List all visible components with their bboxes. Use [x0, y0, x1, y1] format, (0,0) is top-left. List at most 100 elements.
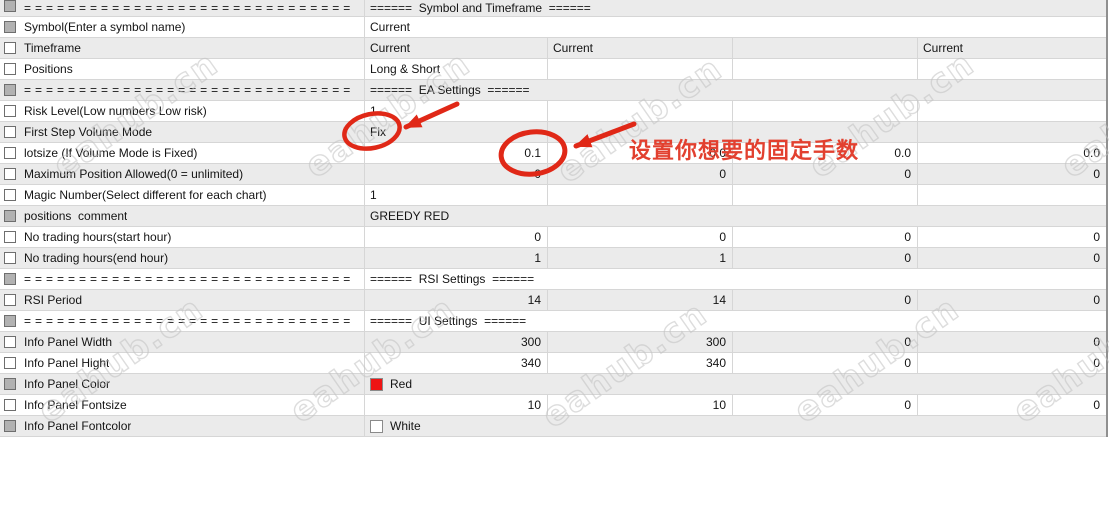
param-value-cell[interactable]: 0 [365, 227, 548, 247]
row-checkbox[interactable] [4, 0, 16, 12]
param-value-cell[interactable]: Current [918, 38, 1106, 58]
param-value-cell[interactable]: 1 [365, 185, 548, 205]
param-row: Info Panel Width 300 300 0 0 [0, 332, 1106, 353]
param-value-cell[interactable]: 0 [733, 395, 918, 415]
param-value-cell[interactable]: 0 [733, 227, 918, 247]
param-value-cell[interactable] [548, 185, 733, 205]
param-value-cell[interactable]: 340 [365, 353, 548, 373]
row-checkbox[interactable] [4, 63, 16, 75]
param-value-cell[interactable]: 0 [918, 332, 1106, 352]
param-label: Maximum Position Allowed(0 = unlimited) [24, 167, 244, 181]
param-value-cell[interactable] [733, 101, 918, 121]
param-value-cell[interactable]: 0 [548, 227, 733, 247]
row-checkbox[interactable] [4, 189, 16, 201]
param-value-cell[interactable]: 1 [365, 101, 548, 121]
param-value-text: 10 [712, 398, 726, 412]
row-checkbox[interactable] [4, 315, 16, 327]
row-checkbox[interactable] [4, 126, 16, 138]
row-checkbox[interactable] [4, 21, 16, 33]
param-value-cell[interactable]: 0 [918, 290, 1106, 310]
param-value-cell[interactable]: 0.0 [918, 143, 1106, 163]
row-checkbox[interactable] [4, 210, 16, 222]
param-value-cell[interactable]: 0 [733, 332, 918, 352]
param-value-cell[interactable] [733, 185, 918, 205]
param-value-cell[interactable] [733, 59, 918, 79]
row-checkbox[interactable] [4, 336, 16, 348]
param-row: Maximum Position Allowed(0 = unlimited) 0… [0, 164, 1106, 185]
row-checkbox[interactable] [4, 147, 16, 159]
row-checkbox[interactable] [4, 399, 16, 411]
param-value-cell[interactable]: 14 [548, 290, 733, 310]
param-value-text: 0 [534, 230, 541, 244]
row-checkbox[interactable] [4, 378, 16, 390]
param-value-cell[interactable]: White [365, 416, 1106, 436]
param-value-cell[interactable]: 0 [733, 164, 918, 184]
param-value-cell[interactable]: 300 [365, 332, 548, 352]
param-value-cell[interactable]: 0 [918, 353, 1106, 373]
param-value-cell[interactable]: Fix [365, 122, 548, 142]
param-value-cell[interactable]: 10 [548, 395, 733, 415]
param-value-cell[interactable]: 1 [365, 248, 548, 268]
param-value-cell[interactable]: 14 [365, 290, 548, 310]
param-value-cell[interactable]: 0.1 [365, 143, 548, 163]
param-value-text: Fix [370, 125, 386, 139]
param-value-cell[interactable]: 340 [548, 353, 733, 373]
row-checkbox[interactable] [4, 231, 16, 243]
param-value-cell[interactable]: 300 [548, 332, 733, 352]
param-value-cell[interactable] [733, 122, 918, 142]
row-checkbox[interactable] [4, 42, 16, 54]
param-value-cell[interactable]: 0 [918, 248, 1106, 268]
param-value-cell[interactable]: 0 [733, 290, 918, 310]
param-value-cell[interactable]: ====== EA Settings ====== [365, 80, 1106, 100]
param-label-cell: ============================== [0, 269, 365, 289]
param-values: 1 1 0 0 [365, 248, 1106, 268]
param-value-cell[interactable]: 0.0 [548, 143, 733, 163]
param-value-cell[interactable]: 10 [365, 395, 548, 415]
row-checkbox[interactable] [4, 273, 16, 285]
param-value-cell[interactable]: 0.0 [733, 143, 918, 163]
param-value-cell[interactable]: Current [365, 38, 548, 58]
row-checkbox[interactable] [4, 168, 16, 180]
param-value-cell[interactable]: Long & Short [365, 59, 548, 79]
param-values: Red [365, 374, 1106, 394]
param-value-cell[interactable]: 0 [733, 353, 918, 373]
param-value-cell[interactable]: 0 [733, 248, 918, 268]
param-label: ============================== [24, 83, 355, 97]
param-value-cell[interactable] [918, 101, 1106, 121]
param-value-cell[interactable]: Red [365, 374, 1106, 394]
param-label-cell: ============================== [0, 311, 365, 331]
row-checkbox[interactable] [4, 357, 16, 369]
param-label-cell: Info Panel Hight [0, 353, 365, 373]
param-row: lotsize (If Volume Mode is Fixed) 0.1 0.0 0… [0, 143, 1106, 164]
param-value-cell[interactable]: ====== UI Settings ====== [365, 311, 1106, 331]
row-checkbox[interactable] [4, 105, 16, 117]
param-value-text: ====== UI Settings ====== [370, 314, 527, 328]
param-value-cell[interactable] [733, 38, 918, 58]
param-value-cell[interactable]: 0 [365, 164, 548, 184]
param-value-cell[interactable] [918, 185, 1106, 205]
param-value-cell[interactable] [918, 59, 1106, 79]
param-value-cell[interactable]: 0 [918, 395, 1106, 415]
color-swatch [370, 377, 383, 391]
row-checkbox[interactable] [4, 252, 16, 264]
param-value-cell[interactable] [548, 59, 733, 79]
row-checkbox[interactable] [4, 420, 16, 432]
param-value-cell[interactable]: Current [548, 38, 733, 58]
row-checkbox[interactable] [4, 84, 16, 96]
param-values: 1 [365, 185, 1106, 205]
param-label: Info Panel Fontsize [24, 398, 127, 412]
param-value-cell[interactable]: 0 [548, 164, 733, 184]
param-value-cell[interactable]: GREEDY RED [365, 206, 1106, 226]
param-value-cell[interactable] [548, 122, 733, 142]
param-value-cell[interactable]: Current [365, 17, 1106, 37]
param-value-cell[interactable]: ====== Symbol and Timeframe ====== [365, 0, 1106, 16]
param-value-cell[interactable] [918, 122, 1106, 142]
param-value-cell[interactable]: 0 [918, 227, 1106, 247]
param-value-cell[interactable] [548, 101, 733, 121]
param-value-text: ====== Symbol and Timeframe ====== [370, 1, 591, 15]
param-value-cell[interactable]: 0 [918, 164, 1106, 184]
param-value-cell[interactable]: 1 [548, 248, 733, 268]
row-checkbox[interactable] [4, 294, 16, 306]
param-value-cell[interactable]: ====== RSI Settings ====== [365, 269, 1106, 289]
param-values: 340 340 0 0 [365, 353, 1106, 373]
